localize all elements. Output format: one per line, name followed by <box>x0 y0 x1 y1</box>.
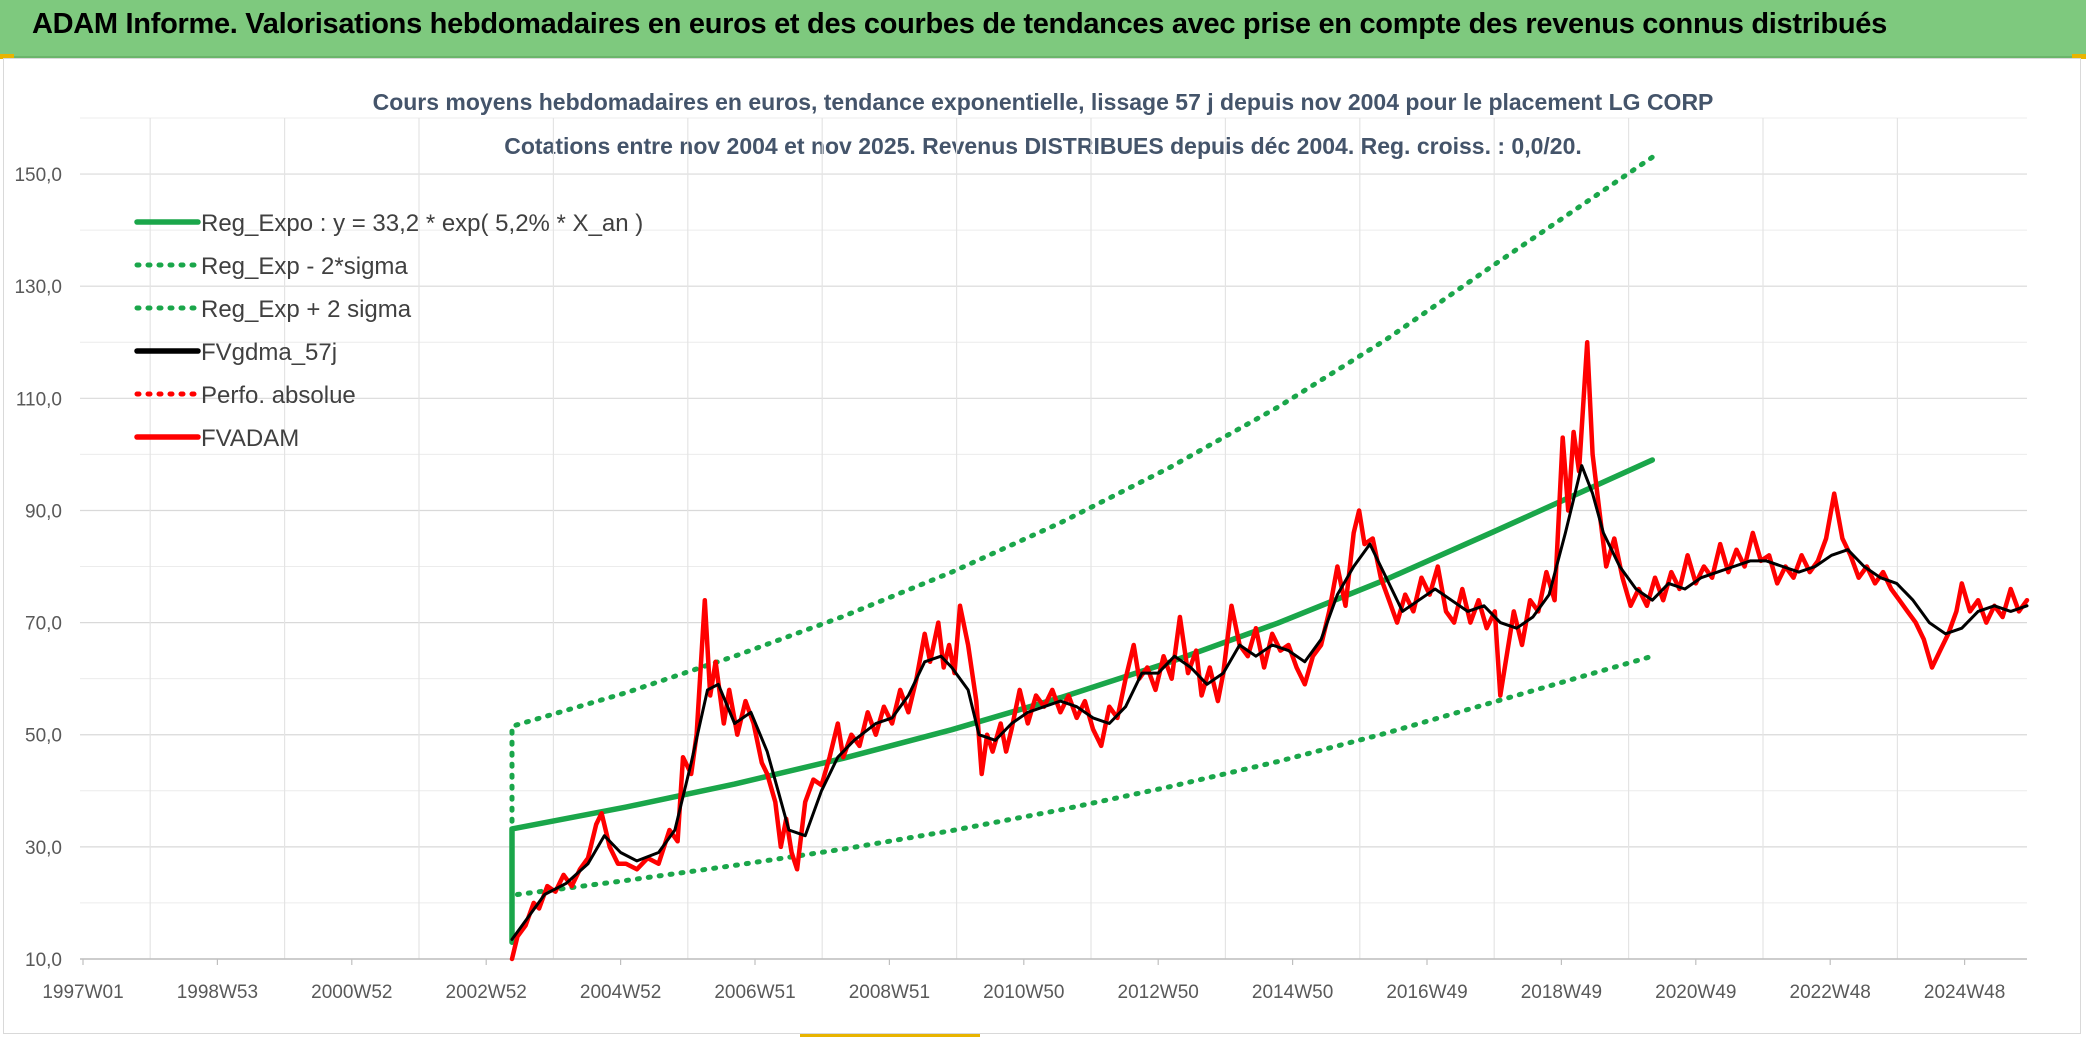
corner-mark-left <box>0 54 14 59</box>
y-tick-label: 130,0 <box>14 277 62 298</box>
corner-mark-right <box>2072 54 2086 59</box>
x-tick-label: 2014W50 <box>1252 982 1333 1003</box>
x-tick-label: 2018W49 <box>1521 982 1602 1003</box>
x-tick-label: 2016W49 <box>1386 982 1467 1003</box>
x-axis: 1997W01 1998W53 2000W52 2002W52 2004W52 2006W… <box>42 959 2005 1003</box>
x-tick-label: 2022W48 <box>1790 982 1871 1003</box>
x-tick-label: 2000W52 <box>311 982 392 1003</box>
y-axis: 10,0 30,0 50,0 70,0 90,0 110,0 130,0 150,0 <box>14 165 62 971</box>
banner: ADAM Informe. Valorisations hebdomadaire… <box>0 0 2086 58</box>
y-tick-label: 50,0 <box>25 726 62 747</box>
x-tick-label: 2004W52 <box>580 982 661 1003</box>
corner-mark-bottom <box>800 1033 980 1037</box>
x-tick-label: 2008W51 <box>849 982 930 1003</box>
banner-title: ADAM Informe. Valorisations hebdomadaire… <box>32 8 1887 40</box>
x-tick-label: 1997W01 <box>42 982 123 1003</box>
y-tick-label: 30,0 <box>25 838 62 859</box>
legend: Reg_Expo : y = 33,2 * exp( 5,2% * X_an )… <box>134 210 643 452</box>
legend-label: Reg_Exp + 2 sigma <box>201 296 412 323</box>
x-tick-label: 2020W49 <box>1655 982 1736 1003</box>
y-tick-label: 110,0 <box>16 389 62 410</box>
series-line-1 <box>514 653 1655 897</box>
x-tick-label: 2012W50 <box>1118 982 1199 1003</box>
x-tick-label: 2006W51 <box>714 982 795 1003</box>
legend-label: Perfo. absolue <box>201 382 356 409</box>
y-tick-label: 70,0 <box>25 614 62 635</box>
x-tick-label: 2010W50 <box>983 982 1064 1003</box>
y-tick-label: 150,0 <box>14 165 62 186</box>
chart-title: Cours moyens hebdomadaires en euros, ten… <box>373 89 1714 115</box>
series-line-2 <box>509 154 1655 945</box>
x-tick-label: 2002W52 <box>446 982 527 1003</box>
y-tick-label: 10,0 <box>25 950 62 971</box>
chart-subtitle: Cotations entre nov 2004 et nov 2025. Re… <box>504 133 1582 159</box>
chart-frame <box>3 58 2081 1034</box>
series-line-0 <box>509 457 1656 945</box>
grid <box>80 117 2027 960</box>
x-tick-label: 2024W48 <box>1924 982 2005 1003</box>
legend-label: FVgdma_57j <box>201 339 337 366</box>
legend-label: FVADAM <box>201 425 299 452</box>
y-tick-label: 90,0 <box>25 501 62 522</box>
legend-label: Reg_Exp - 2*sigma <box>201 253 408 280</box>
x-tick-label: 1998W53 <box>177 982 258 1003</box>
series-group <box>509 154 2030 962</box>
legend-label: Reg_Expo : y = 33,2 * exp( 5,2% * X_an ) <box>201 210 643 237</box>
series-line-3 <box>510 464 2029 941</box>
